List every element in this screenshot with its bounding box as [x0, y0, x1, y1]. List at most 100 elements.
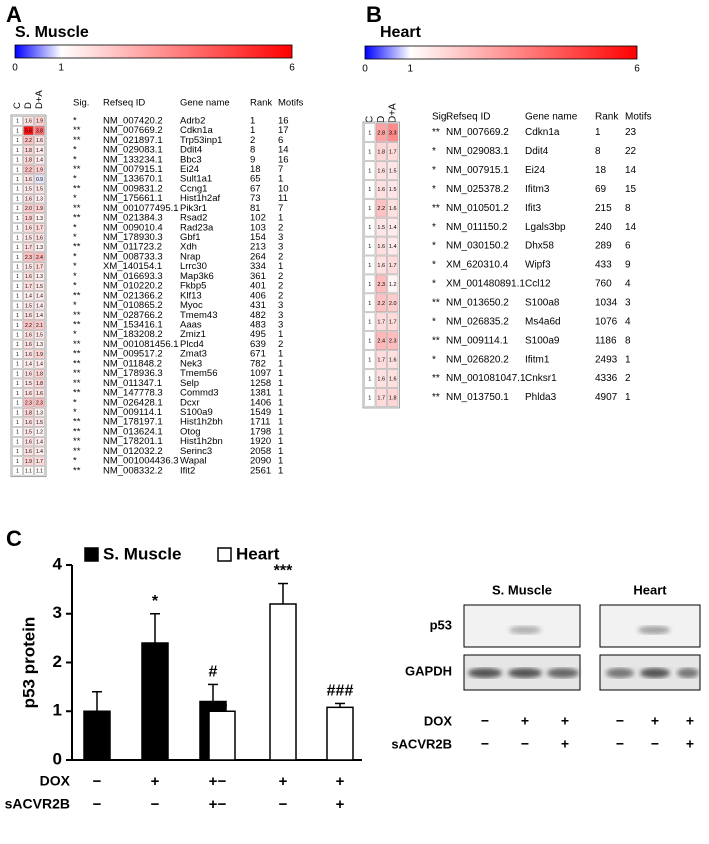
legend-swatch [84, 547, 99, 562]
table-cell: NM_007915.1 [103, 164, 163, 175]
heatmap-value: 1.3 [36, 216, 43, 222]
table-cell: ** [73, 213, 81, 224]
table-cell: NM_178201.1 [103, 436, 163, 447]
heatmap-cell [12, 242, 23, 252]
heatmap-cell [34, 155, 45, 165]
table-cell: * [432, 165, 436, 176]
table-cell: * [432, 316, 436, 327]
y-axis-label: p53 protein [19, 617, 38, 709]
heatmap-value: 1 [368, 301, 371, 307]
heatmap-cell [34, 339, 45, 350]
table-cell: NM_021366.2 [103, 290, 163, 301]
heatmap-cell [34, 368, 45, 379]
table-cell: * [432, 279, 436, 290]
heatmap-cell [34, 174, 45, 184]
table-cell: Ddit4 [525, 146, 549, 157]
table-cell: 23 [625, 127, 637, 138]
table-cell: Cdkn1a [180, 125, 213, 136]
table-cell: 2493 [595, 354, 618, 365]
heatmap-value: 1.4 [25, 362, 32, 368]
table-cell: ** [73, 378, 81, 389]
treatment-sign: − [279, 796, 288, 813]
table-cell: 1711 [250, 417, 270, 428]
heatmap-value: 1.6 [25, 177, 32, 183]
annotation: * [152, 593, 159, 610]
colorbar [364, 45, 638, 60]
heatmap-cell [387, 312, 399, 331]
table-cell: 289 [595, 241, 612, 252]
heatmap-value: 2.4 [377, 339, 385, 345]
table-cell: NM_001081047.1 [446, 373, 526, 384]
table-cell: 81 [250, 203, 261, 214]
heatmap-cell [12, 456, 23, 466]
heatmap-value: 1.3 [36, 274, 43, 280]
blot-title: Heart [633, 582, 667, 597]
table-cell: ** [73, 242, 81, 253]
heatmap-value: 1.4 [36, 148, 43, 154]
heatmap-cell [12, 184, 23, 194]
heatmap-cell [23, 320, 34, 330]
table-cell: NM_011848.2 [103, 358, 162, 369]
column-header: Refseq ID [446, 112, 490, 123]
table-cell: 2561 [250, 465, 271, 476]
heatmap-value: 1.8 [36, 381, 43, 387]
table-cell: Pik3r1 [180, 203, 207, 214]
table-cell: 2058 [250, 446, 271, 457]
table-cell: 2 [625, 373, 631, 384]
heatmap-cell [375, 161, 387, 180]
heatmap-value: 2.1 [36, 323, 43, 329]
colorbar-tick-label: 0 [12, 63, 18, 74]
table-cell: 8 [625, 335, 631, 346]
table-cell: ** [73, 465, 81, 476]
table-cell: Bbc3 [180, 154, 202, 165]
heatmap-cell [23, 427, 34, 437]
heatmap-cell [364, 350, 376, 369]
heatmap-value: 1.3 [36, 196, 43, 202]
table-cell: * [73, 329, 77, 340]
heatmap-cell [364, 217, 376, 237]
table-cell: Aaas [180, 319, 202, 330]
heatmap-cell [364, 331, 376, 350]
table-cell: NM_153416.1 [103, 319, 163, 330]
heatmap-value: 1 [368, 187, 371, 193]
table-cell: 8 [250, 145, 255, 156]
heatmap-cell [375, 369, 387, 388]
heatmap-value: 1 [16, 167, 19, 173]
heatmap-cell [34, 184, 45, 194]
table-cell: * [432, 184, 436, 195]
heatmap-value: 1 [16, 255, 19, 261]
heatmap-value: 1 [16, 177, 19, 183]
table-cell: NM_013650.2 [446, 297, 509, 308]
table-cell: 1 [278, 417, 283, 428]
table-cell: Ei24 [525, 165, 545, 176]
heatmap-value: 1 [16, 362, 19, 368]
heatmap-value: 1.2 [389, 282, 397, 288]
heatmap-value: 2.2 [25, 323, 32, 329]
heatmap-value: 1 [368, 358, 371, 364]
table-cell: 1 [278, 358, 283, 369]
band [638, 626, 670, 634]
heatmap-value: 1.9 [36, 352, 43, 358]
table-cell: NM_009831.2 [103, 183, 163, 194]
heatmap-cell [375, 274, 387, 294]
heatmap-value: 2.2 [377, 206, 385, 212]
heatmap-value: 1.4 [389, 225, 397, 231]
heatmap-cell [387, 293, 399, 313]
table-cell: 14 [278, 145, 289, 156]
heatmap-value: 1.1 [25, 469, 32, 475]
table-cell: Ccng1 [180, 183, 207, 194]
heatmap-value: 1 [16, 148, 19, 154]
table-cell: ** [73, 310, 81, 321]
table-cell: 1798 [250, 426, 271, 437]
heatmap-cell [34, 437, 45, 447]
heatmap-cell [387, 198, 399, 218]
table-cell: 2 [278, 271, 283, 282]
heatmap-cell [34, 349, 45, 359]
table-cell: Selp [180, 378, 199, 389]
table-cell: S100a9 [180, 407, 213, 418]
table-cell: Klf13 [180, 290, 202, 301]
heatmap-value: 1.5 [36, 187, 43, 193]
treatment-sign: + [561, 713, 569, 729]
heatmap-cell [375, 198, 387, 218]
table-cell: 4907 [595, 392, 618, 403]
